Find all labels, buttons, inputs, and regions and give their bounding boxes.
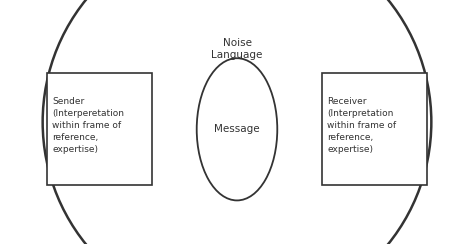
Ellipse shape (43, 0, 431, 244)
FancyBboxPatch shape (47, 73, 152, 185)
Text: Receiver
(Interpretation
within frame of
reference,
expertise): Receiver (Interpretation within frame of… (327, 97, 396, 154)
Text: Message: Message (214, 124, 260, 134)
Text: Sender
(Interperetation
within frame of
reference,
expertise): Sender (Interperetation within frame of … (52, 97, 124, 154)
Ellipse shape (197, 58, 277, 200)
Text: intechopen: intechopen (53, 81, 421, 138)
FancyBboxPatch shape (322, 73, 427, 185)
Text: Noise
Language: Noise Language (211, 38, 263, 60)
